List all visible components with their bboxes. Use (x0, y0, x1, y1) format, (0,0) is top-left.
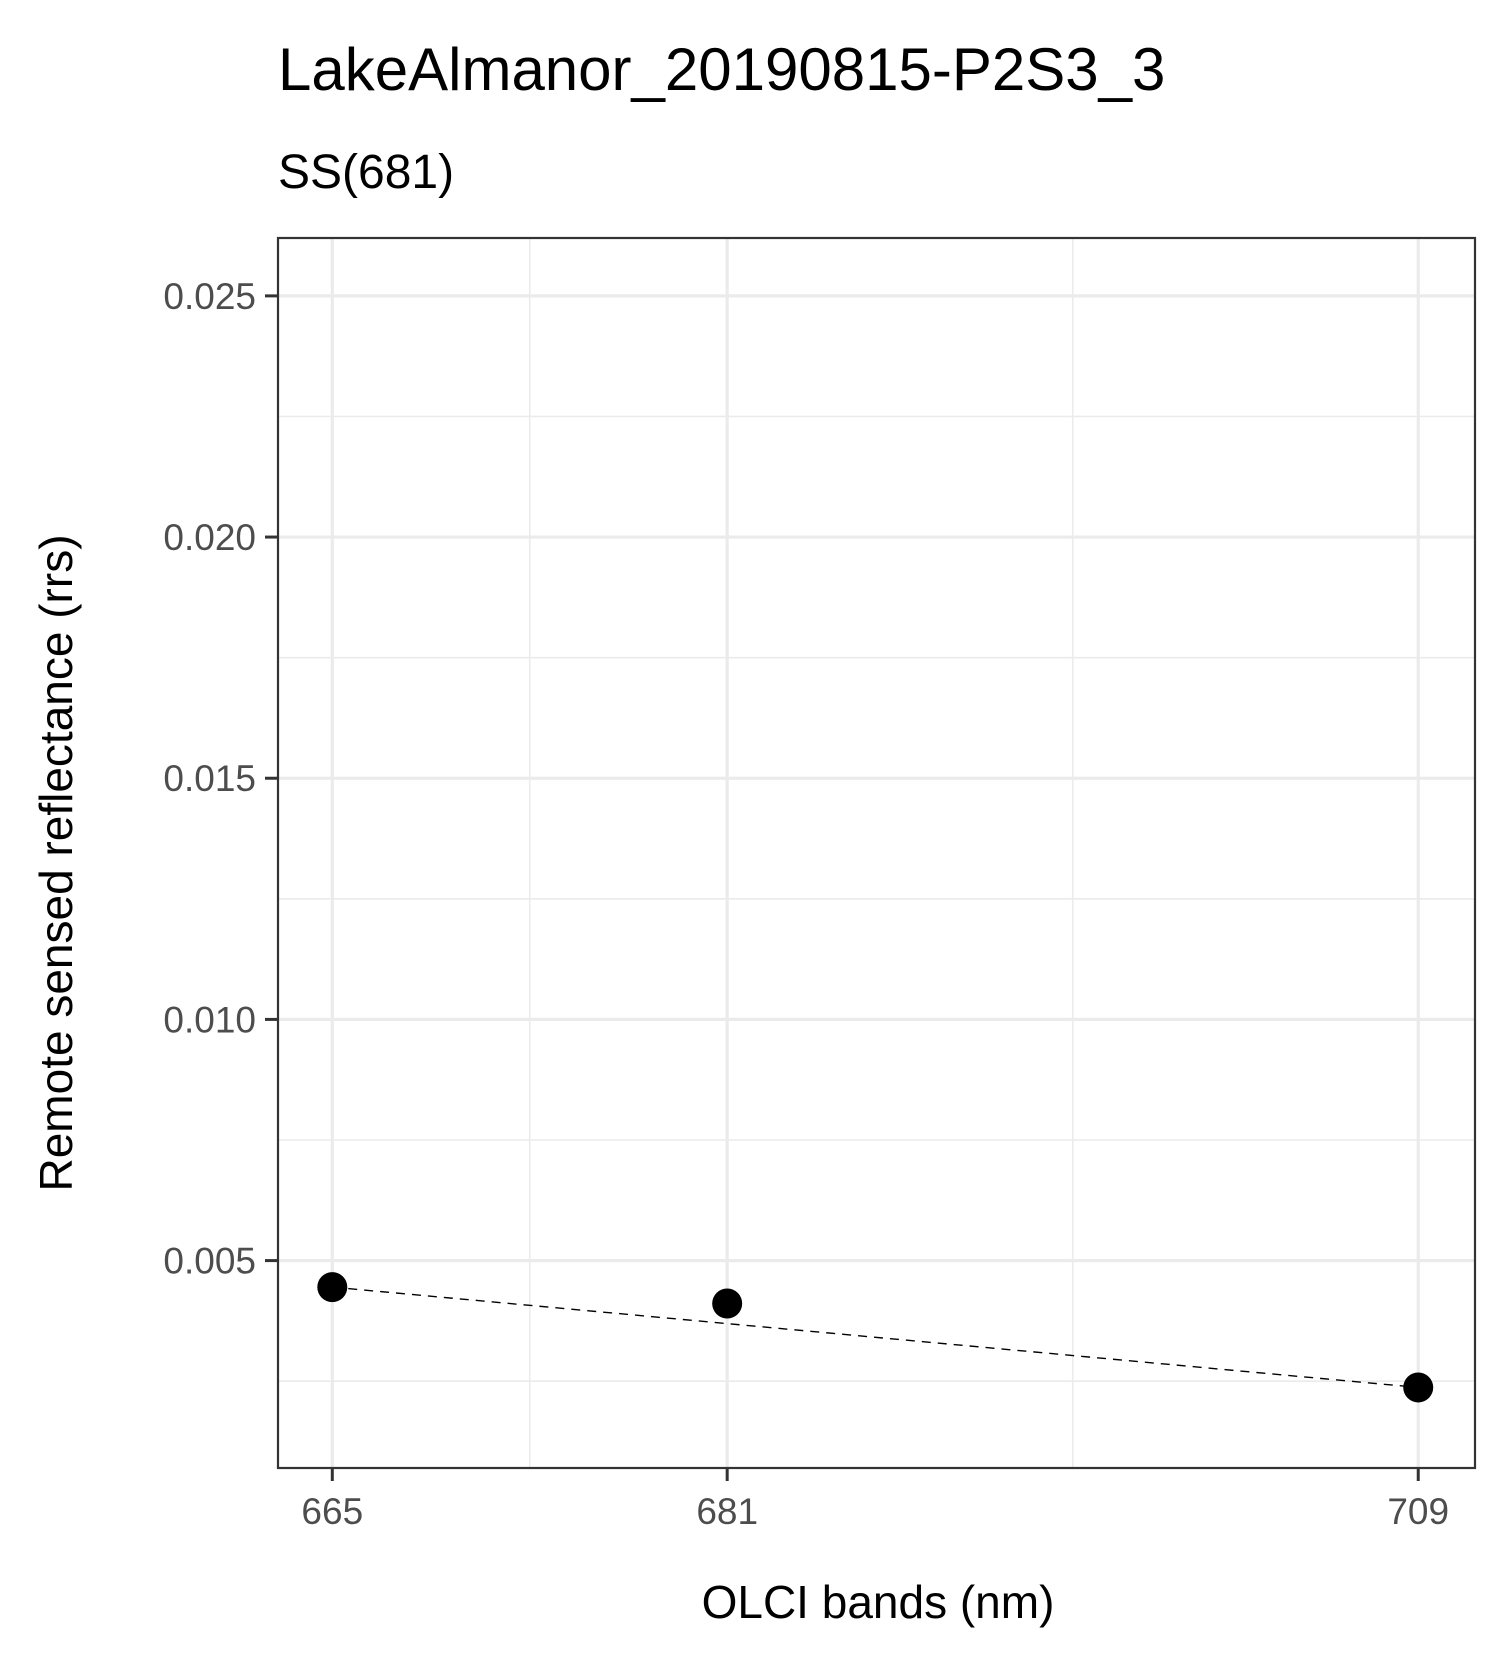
axis-layer: 0.005 0.010 0.015 0.020 0.025 665 681 709 (163, 276, 1449, 1532)
x-tick-label: 665 (301, 1491, 363, 1532)
x-tick-label: 709 (1387, 1491, 1449, 1532)
x-axis-label: OLCI bands (nm) (702, 1576, 1055, 1628)
y-tick-label: 0.025 (163, 276, 256, 317)
data-point (712, 1288, 743, 1319)
panel-border (276, 236, 1477, 1470)
chart-title: LakeAlmanor_20190815-P2S3_3 (278, 36, 1165, 103)
chart-subtitle: SS(681) (278, 146, 454, 199)
y-tick-label: 0.020 (163, 517, 256, 558)
data-point (317, 1272, 348, 1303)
y-tick-label: 0.015 (163, 758, 256, 799)
y-axis-label: Remote sensed reflectance (rrs) (30, 534, 82, 1191)
line-layer (332, 1286, 1419, 1389)
grid-layer (278, 238, 1475, 1468)
panel-border-layer (276, 236, 1477, 1470)
baseline-dashed-line (332, 1286, 1419, 1389)
data-point (1403, 1372, 1434, 1403)
x-tick-label: 681 (696, 1491, 758, 1532)
point-layer (317, 1272, 1434, 1403)
y-tick-label: 0.005 (163, 1241, 256, 1282)
y-tick-label: 0.010 (163, 999, 256, 1040)
